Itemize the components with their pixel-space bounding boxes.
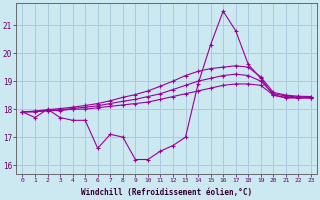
X-axis label: Windchill (Refroidissement éolien,°C): Windchill (Refroidissement éolien,°C) — [81, 188, 252, 197]
